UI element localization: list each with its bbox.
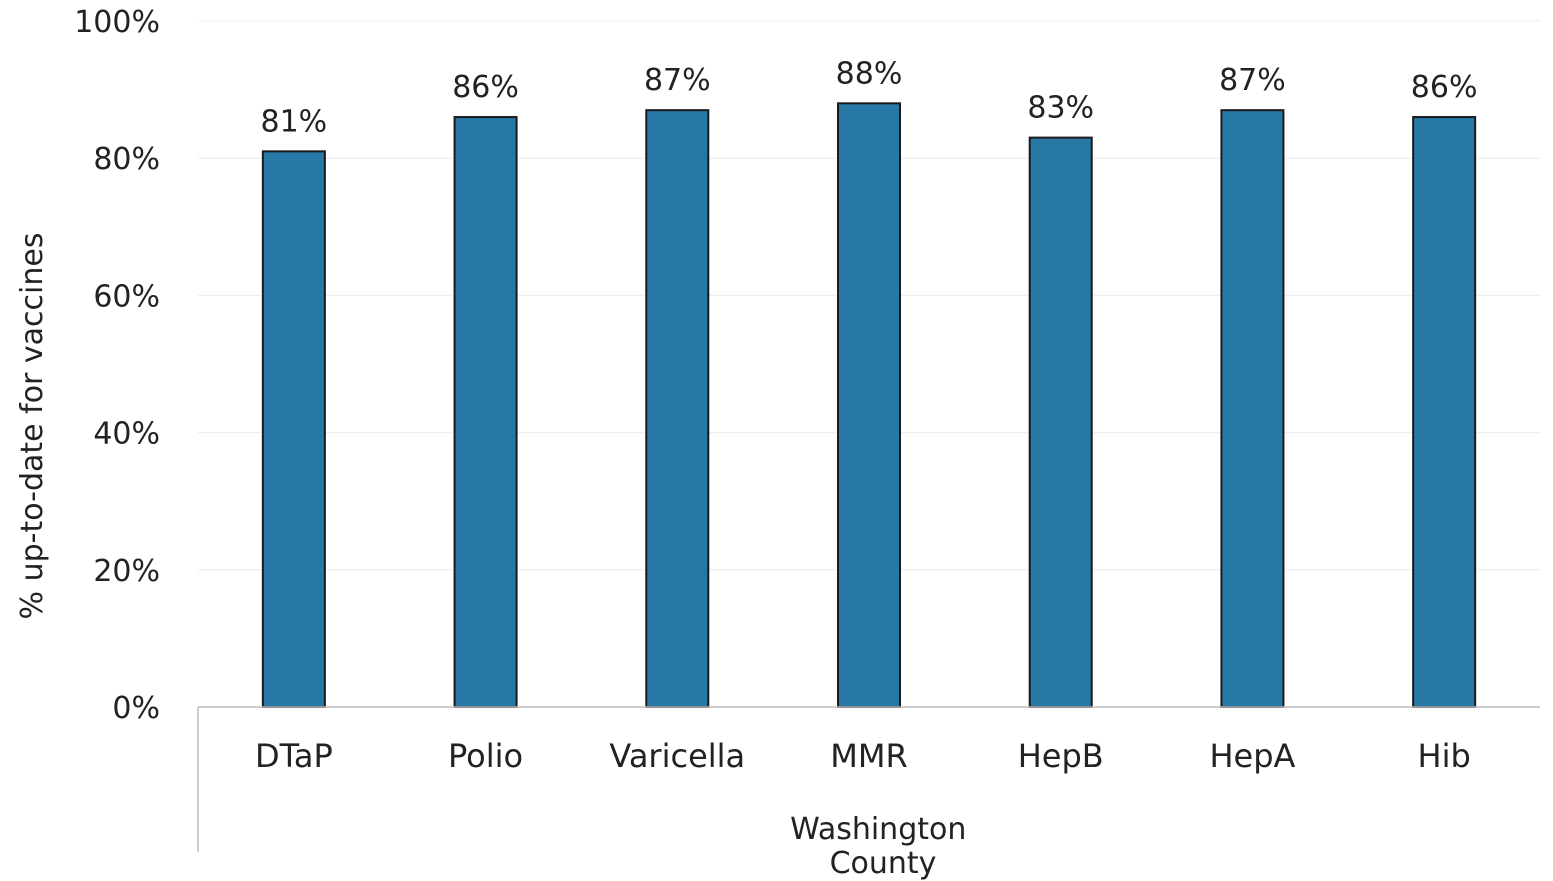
bar-mmr <box>837 102 901 708</box>
data-label: 87% <box>1219 63 1286 98</box>
bar-hepb <box>1028 136 1093 708</box>
x-axis-title-line-1: Washington <box>790 812 966 847</box>
data-label: 83% <box>1027 91 1094 126</box>
x-tick-label: Varicella <box>609 737 745 775</box>
y-tick-label: 40% <box>93 417 160 452</box>
bar-dtap <box>261 150 326 708</box>
data-label: 81% <box>261 104 328 139</box>
data-label: 86% <box>452 70 519 105</box>
x-tick-label: DTaP <box>255 737 333 775</box>
bar-polio <box>453 116 518 709</box>
x-tick-label: Polio <box>448 737 523 775</box>
x-tick-label: HepB <box>1018 737 1104 775</box>
x-axis-title-line-2: County <box>830 846 937 881</box>
y-tick-label: 80% <box>93 142 160 177</box>
y-axis-ticks: 0% 20% 40% 60% 80% 100% <box>74 5 160 726</box>
bar-hib <box>1412 116 1477 709</box>
bar-hepa <box>1220 109 1285 709</box>
data-label: 87% <box>644 63 711 98</box>
bars <box>261 102 1477 709</box>
x-tick-label: Hib <box>1418 737 1471 775</box>
data-label: 86% <box>1411 70 1478 105</box>
data-labels: 81% 86% 87% 88% 83% 87% 86% <box>261 56 1478 139</box>
y-tick-label: 60% <box>93 279 160 314</box>
y-tick-label: 0% <box>112 691 160 726</box>
x-tick-label: MMR <box>830 737 907 775</box>
y-tick-label: 20% <box>93 554 160 589</box>
x-axis-categories: DTaP Polio Varicella MMR HepB HepA Hib <box>255 737 1471 775</box>
y-axis-title: % up-to-date for vaccines <box>15 233 50 620</box>
x-tick-label: HepA <box>1209 737 1295 775</box>
bar-varicella <box>645 109 710 709</box>
x-axis-title: Washington County <box>790 812 976 881</box>
data-label: 88% <box>836 56 903 91</box>
y-tick-label: 100% <box>74 5 160 40</box>
